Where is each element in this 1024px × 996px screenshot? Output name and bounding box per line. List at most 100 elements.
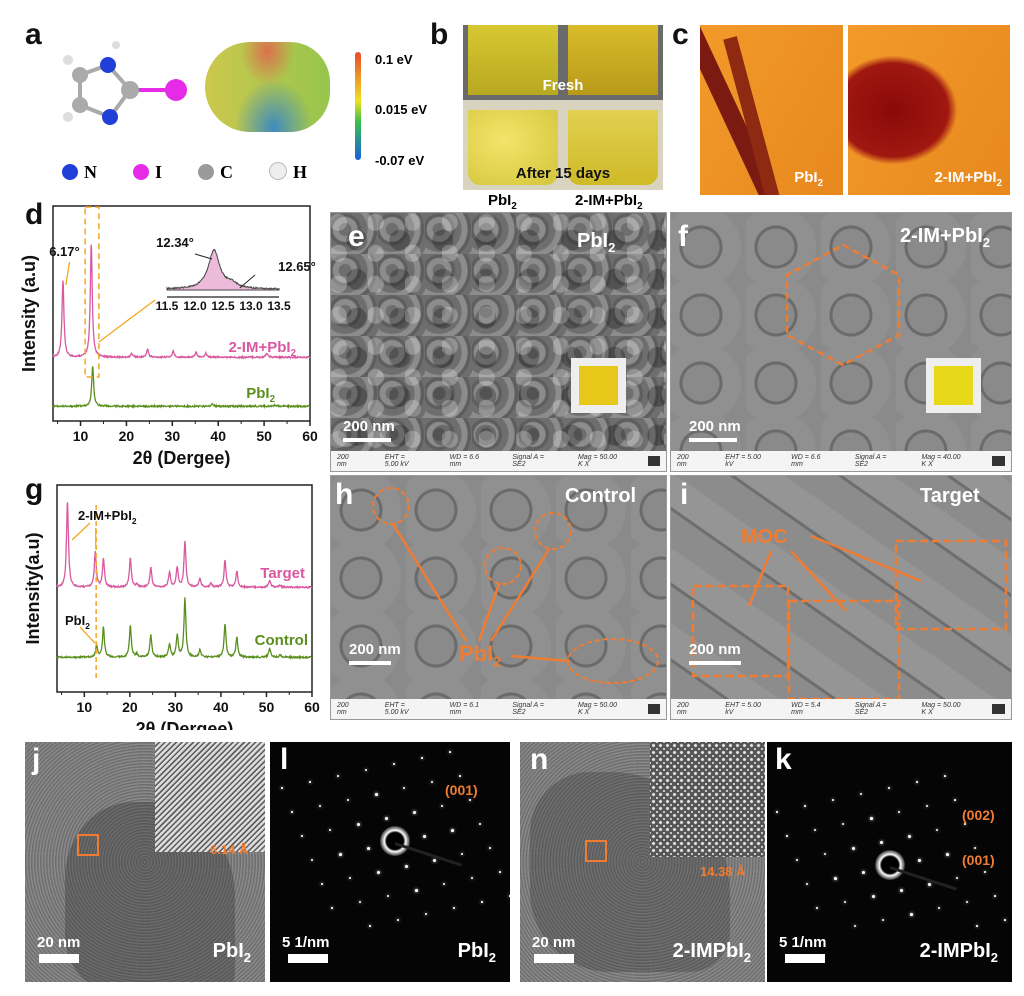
scale-label: 20 nm	[37, 934, 81, 951]
panel-name-j: PbI2	[212, 940, 251, 965]
plane-label-002: (002)	[962, 807, 995, 823]
diffraction-spot	[804, 805, 806, 807]
diffraction-spot	[469, 799, 471, 801]
colorbar-mid-label: 0.015 eV	[375, 102, 428, 117]
diffraction-spot	[862, 871, 866, 875]
panel-label-d: d	[25, 198, 44, 231]
moc-annotation: MOC	[741, 526, 788, 548]
diffraction-spot	[908, 835, 911, 838]
diffraction-spot	[936, 829, 939, 832]
y-axis-label: Intensity(a.u)	[23, 532, 43, 644]
diffraction-spot	[441, 805, 444, 808]
scale-label: 5 1/nm	[779, 934, 827, 951]
x-tick-label: 30	[165, 428, 181, 444]
sem-footer: 200 nm EHT = 5.00 kV WD = 6.6 mm Signal A =…	[331, 451, 666, 471]
panel-label-i: i	[680, 478, 689, 511]
panel-label-b: b	[430, 18, 449, 51]
x-axis-label: 2θ (Dergee)	[133, 448, 231, 468]
sem-image-h: PbI2 200 nm 200 nm EHT = 5.00 kV WD = 6.1 …	[330, 475, 667, 720]
diffraction-spot	[431, 781, 434, 784]
diffraction-spot	[385, 817, 389, 821]
zoom-arrow	[98, 299, 156, 343]
diffraction-spot	[910, 913, 913, 916]
plot-frame	[52, 205, 311, 422]
sem-image-e: 200 nm 200 nm EHT = 5.00 kV WD = 6.6 mm Sig…	[330, 212, 667, 472]
diffraction-spot	[359, 901, 362, 904]
crystal-photo-2im-pbi2: 2-IM+PbI2	[848, 25, 1010, 195]
diffraction-spot	[481, 901, 483, 903]
diffraction-spot	[387, 895, 390, 898]
legend-c: C	[198, 162, 233, 183]
diffraction-spot	[311, 859, 313, 861]
plot-frame	[56, 484, 313, 693]
diffraction-spot	[453, 907, 455, 909]
diffraction-spot	[349, 877, 352, 880]
panel-name-l: PbI2	[457, 940, 496, 965]
diffraction-spot	[331, 907, 333, 909]
diffraction-spot	[918, 859, 922, 863]
diffraction-spot	[393, 763, 395, 765]
crystal-label-2im-pbi2: 2-IM+PbI2	[934, 169, 1002, 189]
diffraction-spot	[854, 925, 857, 928]
diffraction-spot	[319, 805, 322, 808]
plane-label: (001)	[445, 782, 478, 798]
panel-label-n: n	[530, 743, 549, 776]
diffraction-spot	[449, 751, 451, 753]
scale-label: 200 nm	[343, 418, 395, 435]
diffraction-spot	[806, 883, 808, 885]
series-label: 2-IM+PbI2	[228, 339, 296, 359]
diffraction-spot	[301, 835, 303, 837]
diffraction-spot	[796, 859, 798, 861]
vial-label-2im-pbi2: 2-IM+PbI2	[575, 192, 643, 212]
saed-image-l: (001) 5 1/nm PbI2	[270, 742, 510, 982]
sem-image-i: MOC 200 nm 200 nm EHT = 5.00 kV WD = 5.4 m…	[670, 475, 1012, 720]
d-spacing-label: 14.38 Å	[700, 864, 746, 879]
diffraction-spot	[842, 823, 845, 826]
diffraction-spot	[403, 787, 406, 790]
scale-bar	[689, 438, 737, 442]
diffraction-spot	[852, 847, 855, 850]
series-line-control	[56, 597, 313, 661]
diffraction-spot	[421, 757, 423, 759]
x-tick-label: 60	[304, 699, 320, 715]
inset-peak-fit	[166, 248, 280, 291]
diffraction-spot	[966, 901, 969, 904]
diffraction-spot	[321, 883, 323, 885]
diffraction-spot	[928, 883, 931, 886]
diffraction-spot	[898, 811, 901, 814]
panel-label-h: h	[335, 478, 354, 511]
diffraction-spot	[433, 859, 436, 862]
diffraction-spot	[489, 847, 491, 849]
series-label: Target	[260, 565, 305, 582]
diffraction-spot	[369, 925, 371, 927]
scale-label: 200 nm	[689, 641, 741, 658]
legend-i: I	[133, 162, 162, 183]
panel-title-f: 2-IM+PbI2	[900, 225, 991, 250]
diffraction-spot	[888, 787, 890, 789]
x-tick-label: 40	[213, 699, 229, 715]
x-tick-label: 10	[73, 428, 89, 444]
x-tick-label: 40	[210, 428, 226, 444]
vial-photo: Fresh After 15 days	[463, 25, 663, 190]
x-axis-label: 2θ (Dergee)	[136, 719, 234, 730]
diffraction-spot	[509, 895, 510, 897]
colorbar	[355, 52, 361, 160]
colorbar-max-label: 0.1 eV	[375, 52, 413, 67]
diffraction-spot	[471, 877, 474, 880]
series-line-2-im-pbi2	[52, 244, 311, 360]
diffraction-spot	[405, 865, 409, 869]
diffraction-spot	[946, 853, 949, 856]
panel-label-e: e	[348, 220, 365, 253]
diffraction-spot	[365, 769, 367, 771]
scale-label: 5 1/nm	[282, 934, 330, 951]
inset-tick-label: 13.0	[239, 299, 263, 313]
inset-tick-label: 11.5	[156, 299, 179, 313]
diffraction-spot	[451, 829, 454, 832]
diffraction-spot	[824, 853, 827, 856]
diffraction-spot	[916, 781, 918, 783]
diffraction-spot	[814, 829, 817, 832]
inset-peak-label-2: 12.65°	[278, 259, 316, 274]
inset-arrow-1	[194, 253, 213, 260]
diffraction-spot	[461, 853, 464, 856]
tem-image-n: 14.38 Å 20 nm 2-IMPbI2	[520, 742, 765, 982]
